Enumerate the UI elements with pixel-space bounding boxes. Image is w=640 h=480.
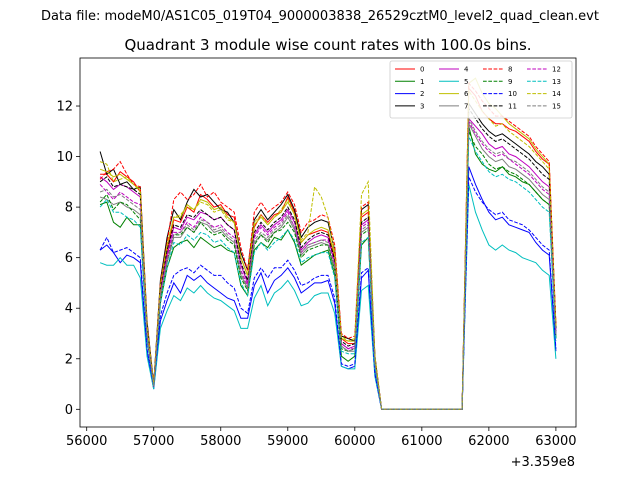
suptitle: Data file: modeM0/AS1C05_019T04_90000038… (41, 9, 599, 24)
y-tick-label: 6 (65, 251, 73, 266)
legend-label-5: 5 (464, 78, 468, 86)
y-tick-label: 4 (65, 302, 73, 317)
x-tick-label: 57000 (133, 434, 174, 449)
x-offset-label: +3.359e8 (511, 455, 575, 470)
axes-frame (79, 57, 577, 428)
series-line-11 (99, 106, 557, 410)
legend-label-12: 12 (552, 66, 561, 74)
legend-label-6: 6 (464, 90, 469, 98)
legend-label-9: 9 (508, 78, 512, 86)
y-tick-label: 10 (56, 150, 73, 165)
series-line-9 (99, 131, 557, 410)
x-tick-label: 60000 (334, 434, 375, 449)
x-tick-label: 59000 (267, 434, 308, 449)
legend-label-2: 2 (420, 90, 424, 98)
series-line-5 (99, 184, 557, 410)
x-tick-label: 63000 (535, 434, 576, 449)
y-tick-label: 12 (56, 100, 73, 115)
legend-label-4: 4 (464, 66, 469, 74)
chart-title: Quadrant 3 module wise count rates with … (124, 36, 531, 54)
y-tick-label: 2 (65, 352, 73, 367)
series-line-10 (99, 176, 557, 410)
legend-frame (389, 60, 573, 119)
plot-area: 56000 57000 58000 59000 60000 61000 62000 63000… (56, 57, 577, 449)
x-tick-label: 58000 (200, 434, 241, 449)
y-tick-label: 0 (65, 403, 73, 418)
legend-label-10: 10 (508, 90, 517, 98)
y-tick-label: 8 (65, 201, 73, 216)
x-tick-label: 62000 (468, 434, 509, 449)
legend-label-14: 14 (552, 90, 561, 98)
legend-label-0: 0 (420, 66, 424, 74)
x-tick-label: 61000 (401, 434, 442, 449)
series-line-12 (99, 119, 557, 410)
x-tick-label: 56000 (66, 434, 107, 449)
series-line-1 (99, 126, 557, 410)
series-line-13 (99, 136, 557, 410)
legend-label-1: 1 (420, 78, 424, 86)
legend-label-13: 13 (552, 78, 561, 86)
legend-label-3: 3 (420, 102, 424, 110)
series-line-4 (99, 117, 557, 410)
series-line-3 (99, 101, 557, 410)
legend-label-11: 11 (508, 102, 517, 110)
legend-label-7: 7 (464, 102, 468, 110)
legend-label-15: 15 (552, 102, 561, 110)
series-line-15 (99, 116, 557, 410)
series-line-2 (99, 166, 557, 410)
legend-label-8: 8 (508, 66, 512, 74)
